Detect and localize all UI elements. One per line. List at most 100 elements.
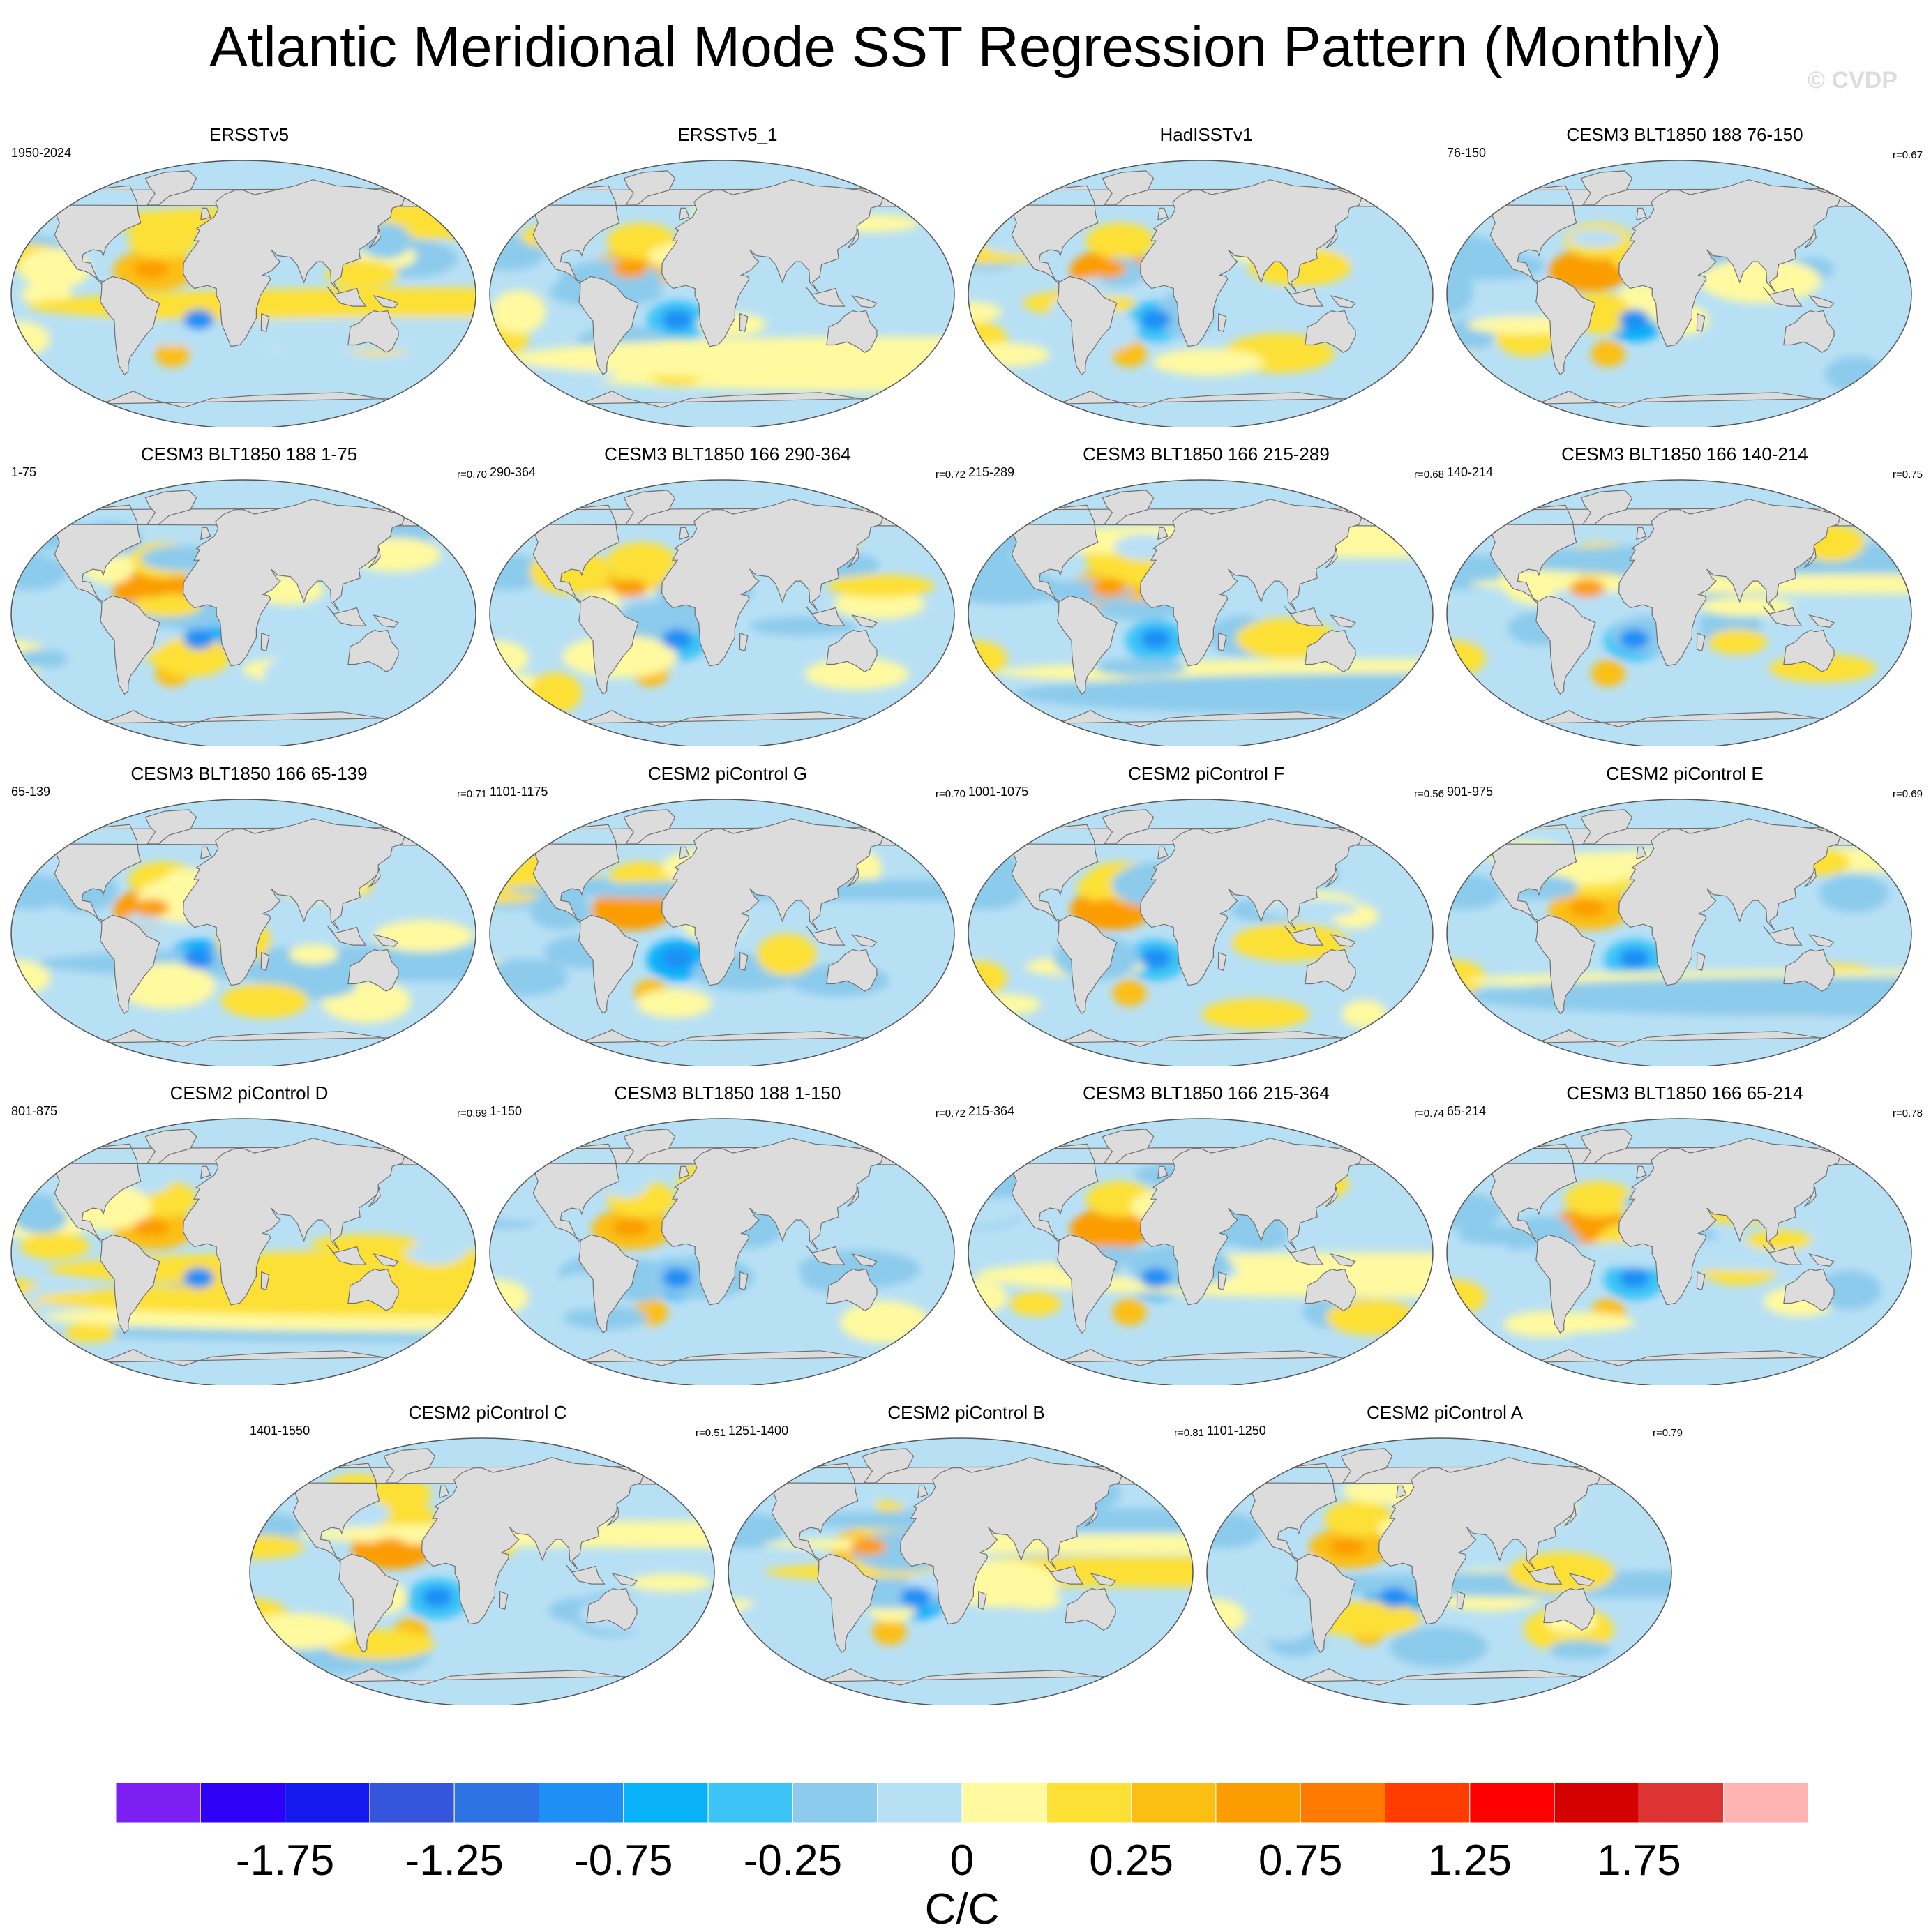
anomaly-contour <box>1140 948 1171 969</box>
page-title: Atlantic Meridional Mode SST Regression … <box>209 15 1722 79</box>
landmass-indonesia <box>326 286 367 307</box>
landmass-eurasia-africa <box>1618 818 1842 986</box>
colorbar-swatch <box>1723 1782 1809 1824</box>
map-panel: CESM3 BLT1850 166 65-139 65-139 r=0.71 <box>10 763 488 1091</box>
landmass-madagascar <box>739 951 749 972</box>
colorbar-tick-label: -0.75 <box>574 1836 673 1885</box>
panel-title: CESM3 BLT1850 166 140-214 <box>1561 444 1808 465</box>
landmass-australia <box>1783 310 1835 353</box>
sst-field <box>968 160 1433 427</box>
colorbar-tick-label: -1.25 <box>405 1836 504 1885</box>
sst-field <box>1207 1438 1671 1705</box>
anomaly-contour <box>840 1301 929 1343</box>
anomaly-contour <box>280 318 340 344</box>
landmass-greenland <box>1580 170 1633 206</box>
landmass-madagascar <box>260 1271 270 1291</box>
landmass-indonesia <box>1762 925 1803 946</box>
anomaly-contour <box>183 1267 214 1289</box>
landmass-uk <box>1157 1165 1169 1179</box>
landmass-australia <box>586 1587 638 1631</box>
anomaly-contour <box>1152 348 1265 376</box>
regression-map <box>968 160 1434 427</box>
landmass-uk <box>1396 1485 1407 1499</box>
regression-map <box>1446 1118 1912 1385</box>
anomaly-contour <box>1247 1600 1318 1641</box>
regression-map <box>489 799 955 1066</box>
colorbar-swatch <box>115 1782 201 1824</box>
anomaly-contour <box>1207 1512 1263 1548</box>
anomaly-contour <box>804 658 909 690</box>
landmass-greenland <box>623 170 676 206</box>
regression-map <box>10 479 476 746</box>
anomaly-contour <box>1646 677 1734 705</box>
map-panel: CESM2 piControl B 1251-1400 r=0.81 <box>727 1402 1205 1730</box>
panel-years: 215-364 <box>968 1104 1015 1118</box>
anomaly-contour <box>661 628 693 650</box>
landmass-uk <box>1636 207 1647 221</box>
panel-correlation: r=0.69 <box>1893 788 1923 800</box>
landmass-eurasia-africa <box>1139 179 1363 347</box>
panel-years: 76-150 <box>1447 146 1487 160</box>
sst-field <box>968 799 1433 1066</box>
landmass-madagascar <box>499 1590 509 1610</box>
landmass-south-america <box>1057 1234 1118 1334</box>
sst-field <box>11 480 476 746</box>
landmass-new-guinea <box>1330 295 1356 308</box>
landmass-japan <box>1804 867 1817 888</box>
landmass-australia <box>1305 1268 1356 1311</box>
landmass-greenland <box>1340 1448 1393 1484</box>
landmass-eurasia-africa <box>182 1138 406 1306</box>
anomaly-contour <box>1323 1500 1394 1537</box>
landmass-madagascar <box>1456 1590 1466 1610</box>
anomaly-contour <box>11 873 68 910</box>
landmass-australia <box>1305 949 1356 992</box>
panel-title: CESM2 piControl F <box>1128 763 1284 784</box>
panel-years: 1101-1250 <box>1207 1424 1266 1437</box>
landmass-australia <box>1783 1268 1835 1311</box>
panel-correlation: r=0.67 <box>1893 149 1923 161</box>
map-border <box>728 1437 1194 1705</box>
anomaly-contour <box>133 898 170 917</box>
map-panel: CESM2 piControl C 1401-1550 r=0.51 <box>248 1402 727 1730</box>
landmass-greenland <box>144 809 197 845</box>
landmass-south-america <box>1057 595 1118 695</box>
landmass-australia <box>347 1268 399 1311</box>
landmass-uk <box>1157 527 1169 541</box>
colorbar-swatch <box>453 1782 540 1824</box>
panel-years: 1251-1400 <box>728 1424 789 1437</box>
landmass-south-america <box>1295 1553 1356 1654</box>
map-border <box>10 1118 476 1385</box>
anomaly-contour <box>289 944 338 965</box>
anomaly-contour <box>1569 259 1605 278</box>
sst-field <box>1447 1119 1911 1385</box>
panel-correlation: r=0.69 <box>457 1108 487 1119</box>
landmass-madagascar <box>977 1590 987 1610</box>
landmass-madagascar <box>260 951 270 972</box>
regression-map <box>249 1437 715 1705</box>
landmass-new-guinea <box>1808 614 1835 628</box>
landmass-south-america <box>1057 276 1118 376</box>
colorbar-swatch <box>1638 1782 1725 1824</box>
map-panel: CESM3 BLT1850 188 1-150 1-150 r=0.72 <box>488 1082 967 1410</box>
anomaly-contour <box>1708 629 1767 655</box>
colorbar-swatch <box>539 1782 624 1824</box>
colorbar-swatch <box>369 1782 455 1824</box>
anomaly-contour <box>1462 976 1911 1017</box>
anomaly-contour <box>183 948 214 969</box>
landmass-indonesia <box>805 605 846 626</box>
colorbar-tick-label: 1.75 <box>1597 1836 1681 1885</box>
panel-title: CESM2 piControl C <box>408 1402 567 1423</box>
map-border <box>10 160 476 427</box>
panel-title: CESM3 BLT1850 166 215-289 <box>1083 444 1330 465</box>
regression-map <box>489 479 955 746</box>
panel-title: CESM3 BLT1850 166 65-139 <box>130 763 368 784</box>
anomaly-contour <box>510 336 954 380</box>
anomaly-contour <box>615 600 710 641</box>
panel-title: CESM3 BLT1850 188 76-150 <box>1566 124 1803 145</box>
landmass-japan <box>368 867 381 888</box>
sst-field <box>11 160 476 427</box>
panel-correlation: r=0.74 <box>1414 1108 1444 1119</box>
regression-map <box>489 1118 955 1385</box>
landmass-uk <box>679 1165 690 1179</box>
landmass-new-guinea <box>373 295 399 308</box>
